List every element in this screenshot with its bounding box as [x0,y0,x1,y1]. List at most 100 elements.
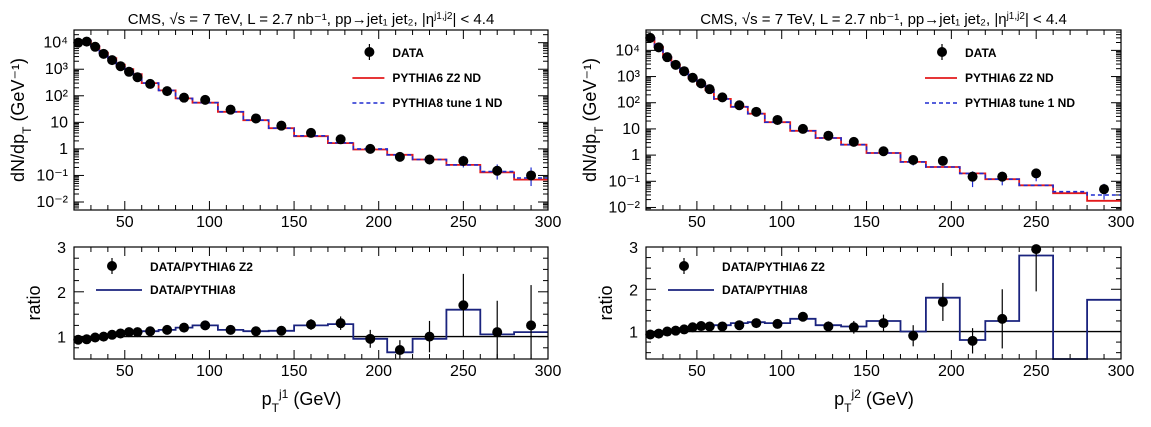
ratio-point [717,321,728,332]
ratio-point [225,324,236,335]
y-tick-label: 10³ [45,61,69,78]
ratio-point [696,321,707,332]
y-tick-label: 1 [629,325,638,342]
y-tick-label: 1 [631,147,640,164]
ratio-point [492,327,503,338]
data-point [250,113,261,124]
data-point [1099,184,1110,195]
data-point [365,143,376,154]
pythia6-histogram [646,37,1121,202]
ratio-point [73,334,84,345]
main-panel-0: CMS, √s = 7 TeV, L = 2.7 nb⁻¹, pp→jet₁ j… [8,11,561,232]
x-tick-label: 150 [853,363,880,380]
ratio-point [107,329,118,340]
ratio-point [848,322,859,333]
x-tick-label: 250 [1023,214,1050,231]
text-fragment: T [844,401,852,415]
y-tick-label: 10 [50,114,68,131]
ratio-point [90,332,101,343]
data-point [98,48,109,59]
y-tick-label: 10⁴ [615,42,640,59]
plot-frame [73,29,549,211]
x-tick-label: 100 [196,363,223,380]
x-tick-label: 200 [365,214,392,231]
x-tick-label: 300 [1108,214,1135,231]
text-fragment: T [592,126,606,134]
data-point [225,104,236,115]
text-fragment: j1 [278,387,289,401]
y-tick-label: 10⁻² [608,199,640,216]
data-point [200,94,211,105]
text-fragment: CMS, √s = 7 TeV, L = 2.7 nb⁻¹, pp→jet₁ j… [700,11,1006,28]
data-point [704,84,715,95]
legend-label-pythia8: PYTHIA8 tune 1 ND [392,96,502,110]
ratio-point [662,326,673,337]
x-tick-label: 300 [535,363,562,380]
y-tick-label: 2 [57,285,66,302]
data-point [124,66,135,77]
data-point [687,72,698,83]
ratio-point [645,329,656,340]
x-tick-label: 150 [853,214,880,231]
data-point [696,78,707,89]
ratio-point [124,327,135,338]
data-point [276,120,287,131]
text-fragment: p [834,389,844,409]
text-fragment: dN/dp [580,134,600,182]
data-point [179,92,190,103]
y-axis-label: dN/dpT (GeV⁻¹) [8,58,34,182]
ratio-point [937,296,948,307]
y-tick-label: 10² [617,95,641,112]
y-tick-label: 3 [57,240,66,257]
x-tick-label: 150 [281,214,308,231]
legend-label-pythia6: PYTHIA6 Z2 ND [965,71,1054,85]
text-fragment: j1,j2 [433,11,453,22]
ratio-point [132,327,143,338]
data-point [653,42,664,53]
text-fragment: T [272,401,280,415]
text-fragment: T [20,126,34,134]
data-point [967,171,978,182]
legend-label-ratio8: DATA/PYTHIA8 [722,283,808,297]
ratio-point [458,300,469,311]
ratio-point [653,328,664,339]
x-tick-label: 50 [116,363,134,380]
pythia8-histogram [646,37,1121,196]
y-tick-label: 2 [629,282,638,299]
pythia6-histogram [74,39,548,181]
data-point [997,171,1008,182]
x-tick-label: 50 [116,214,134,231]
y-tick-label: 10⁴ [43,35,68,52]
ratio-point [687,322,698,333]
data-point [679,66,690,77]
ratio-point [734,320,745,331]
ratio-point [179,322,190,333]
y-axis-label: ratio [24,285,44,320]
data-point [90,41,101,52]
y-axis-label: dN/dpT (GeV⁻¹) [580,58,606,182]
data-point [107,55,118,66]
plot-frame [73,246,549,360]
legend-label-data: DATA [392,46,424,60]
ratio-point [115,328,126,339]
ratio-panel-3: 1 2 3 50 100 150 200 250 300 ratio pTj2 (GeV) DATA/… [596,240,1134,415]
plot-frame [645,246,1122,360]
ratio-point [670,325,681,336]
data-point [424,154,435,165]
data-point [394,151,405,162]
data-point [526,170,537,181]
data-point [73,37,84,48]
ratio-point [145,326,156,337]
ratio-point [365,333,376,344]
legend-label-pythia6: PYTHIA6 Z2 ND [392,71,481,85]
y-axis-label: ratio [596,285,616,320]
data-point [823,130,834,141]
ratio-point [162,324,173,335]
plot-frame [645,29,1122,211]
ratio-point [679,324,690,335]
ratio-point [250,326,261,337]
ratio-point [997,313,1008,324]
ratio-pythia8-histogram [646,254,1121,360]
data-point [145,78,156,89]
